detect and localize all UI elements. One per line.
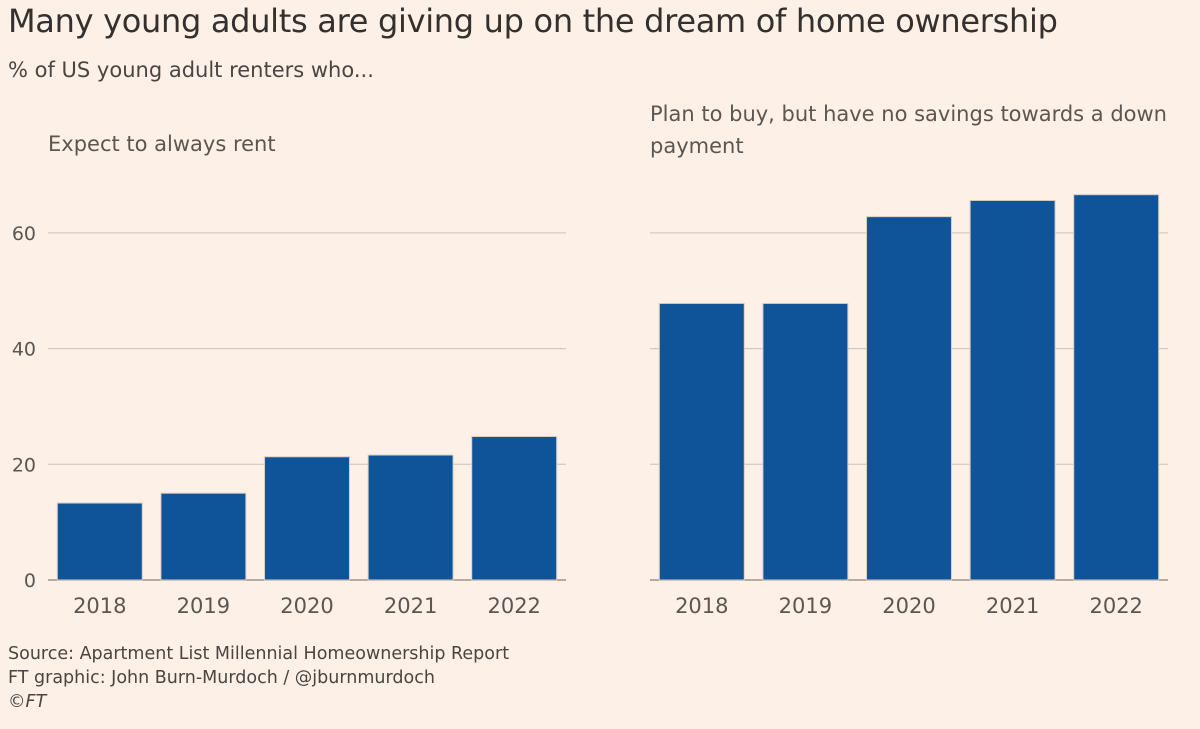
- bar-left-2020: [264, 456, 350, 581]
- x-tick-label-left-2018: 2018: [73, 594, 126, 618]
- panel-title-left: Expect to always rent: [48, 132, 276, 156]
- copyright: ©FT: [8, 692, 47, 712]
- y-tick-label-60: 60: [12, 223, 36, 245]
- graphic-credit: FT graphic: John Burn-Murdoch / @jburnmu…: [8, 668, 435, 688]
- y-tick-label-40: 40: [12, 339, 36, 361]
- x-tick-label-left-2022: 2022: [487, 594, 540, 618]
- x-tick-label-left-2021: 2021: [384, 594, 437, 618]
- x-tick-label-right-2022: 2022: [1089, 594, 1142, 618]
- footer: Source: Apartment List Millennial Homeow…: [8, 642, 509, 714]
- x-tick-label-left-2019: 2019: [177, 594, 230, 618]
- bar-left-2022: [471, 436, 558, 581]
- x-tick-label-right-2020: 2020: [882, 594, 935, 618]
- source-note: Source: Apartment List Millennial Homeow…: [8, 644, 510, 664]
- chart-title: Many young adults are giving up on the d…: [8, 2, 1058, 40]
- y-tick-label-0: 0: [24, 570, 36, 592]
- bar-charts: 0 20 40 60 2018 2019 2020 2021 2022 2018 2019 2020 2…: [12, 194, 1168, 618]
- bar-right-2021: [969, 199, 1056, 581]
- panel-title-right: Plan to buy, but have no savings towards…: [650, 102, 1167, 158]
- bar-left-2021: [367, 454, 454, 581]
- x-tick-label-right-2021: 2021: [986, 594, 1039, 618]
- bar-left-2018: [56, 502, 143, 581]
- bar-right-2020: [866, 216, 952, 581]
- bar-left-2019: [160, 492, 247, 581]
- bar-right-2018: [658, 302, 745, 581]
- x-tick-label-left-2020: 2020: [280, 594, 333, 618]
- y-tick-label-20: 20: [12, 454, 36, 476]
- chart-subtitle: % of US young adult renters who...: [8, 58, 374, 82]
- bar-right-2019: [762, 302, 849, 581]
- x-tick-label-right-2019: 2019: [779, 594, 832, 618]
- bar-right-2022: [1073, 194, 1160, 581]
- x-tick-label-right-2018: 2018: [675, 594, 728, 618]
